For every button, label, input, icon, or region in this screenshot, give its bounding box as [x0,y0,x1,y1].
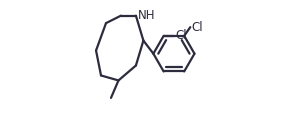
Text: Cl: Cl [175,29,187,42]
Text: Cl: Cl [191,21,203,34]
Text: NH: NH [138,9,155,22]
